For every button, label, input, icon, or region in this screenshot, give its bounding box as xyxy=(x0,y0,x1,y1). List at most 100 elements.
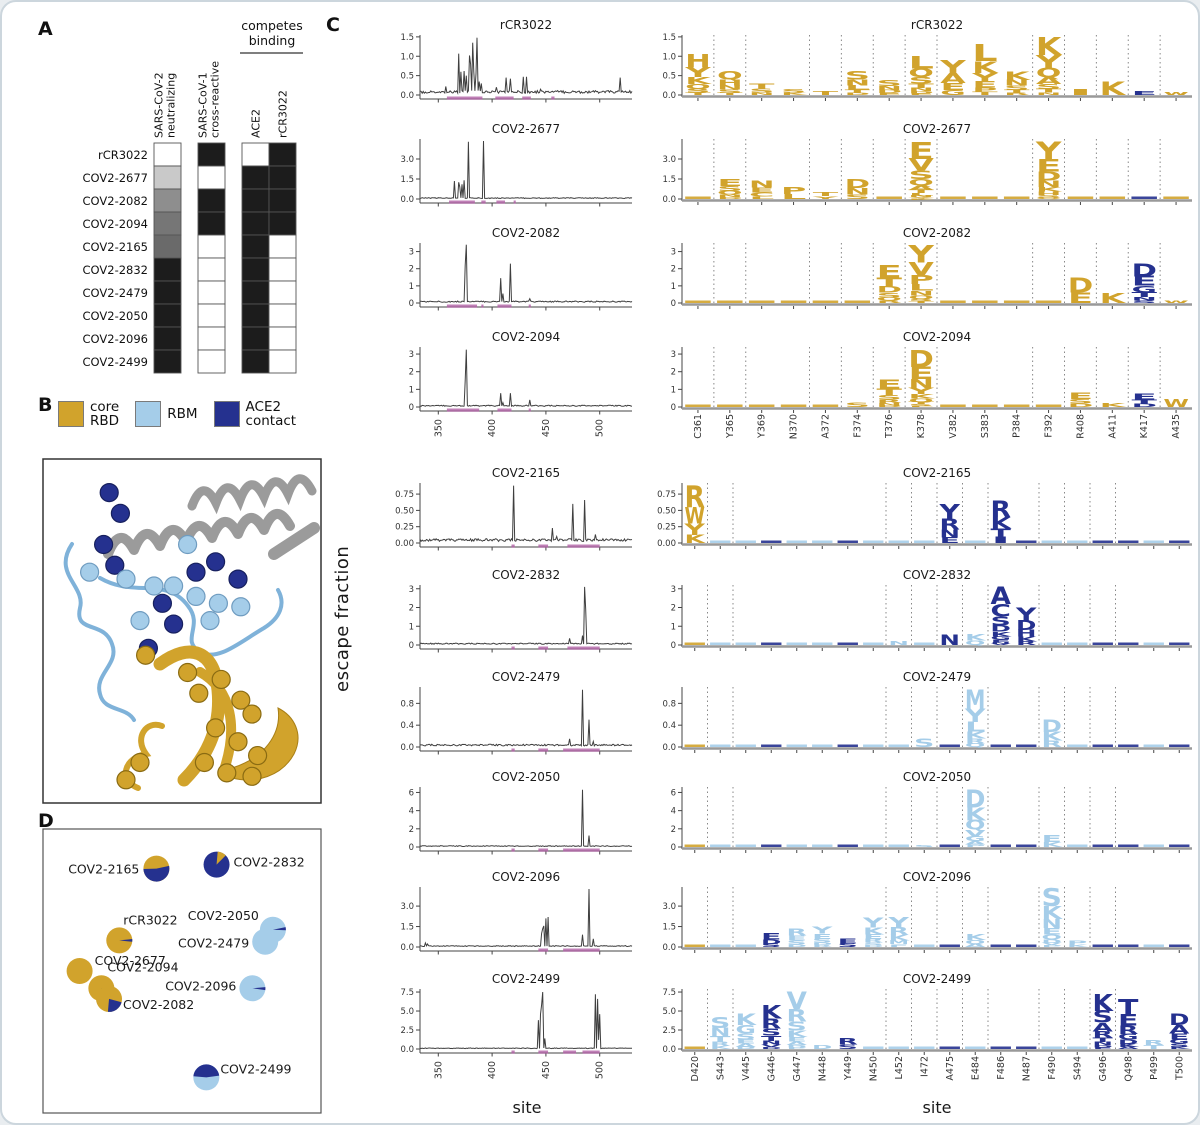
residue-sphere xyxy=(164,614,184,634)
logo-letter-F374-S: S xyxy=(845,402,871,409)
residue-sphere xyxy=(200,611,220,631)
legend-swatch-rbm xyxy=(135,401,162,428)
logo-plot-COV2-2499: 7.55.02.50.0D420SNTRKS443KGSEADV445KRSTN… xyxy=(662,987,1194,1082)
x-tick-label-group: 450 xyxy=(541,419,552,437)
x-tick-label-group: 500 xyxy=(595,1061,606,1079)
line-plot-COV2-2165: 0.75 0.50 0.25 0.00 xyxy=(395,483,633,551)
logo-letter-S383-P: P xyxy=(972,87,1000,94)
logo-letter-K378-T: T xyxy=(908,401,943,405)
logo-letter-K378-N: N xyxy=(908,377,934,391)
logo-flat-Y449 xyxy=(837,844,858,847)
logo-flat-Y449 xyxy=(837,642,858,645)
logo-flat-C361 xyxy=(685,404,711,407)
antibody-point-COV2-2050: COV2-2050 xyxy=(188,908,286,943)
logo-stack-Y449: ES xyxy=(838,936,860,949)
logo-flat-F486 xyxy=(990,944,1011,947)
logo-letter-T376-E: E xyxy=(876,263,902,283)
gray-helix xyxy=(103,509,295,559)
site-label-E484: E484 xyxy=(970,1056,981,1080)
logo-letter-E484-K: K xyxy=(965,633,988,643)
logo-flat-E484 xyxy=(965,540,986,543)
site-label-S443: S443 xyxy=(715,1056,726,1080)
logo-letter-N450-S: S xyxy=(863,942,887,946)
logo-letter-K378-L: L xyxy=(908,284,934,294)
logo-letter-K378-L: L xyxy=(908,192,934,196)
logo-flat-V445 xyxy=(735,844,756,847)
logo-letter-Y365-N: N xyxy=(717,85,743,92)
residue-sphere xyxy=(206,718,226,738)
pie-wedge-ace2 xyxy=(272,927,286,931)
site-label-group: Q498 xyxy=(1123,1056,1134,1082)
escape-site-rug xyxy=(511,646,515,650)
y-tick-label: 2 xyxy=(409,825,414,835)
logo-flat-G496 xyxy=(1092,642,1113,645)
logo-letter-K417-E: E xyxy=(1131,91,1159,97)
logo-letter-F486-D: D xyxy=(991,625,1011,635)
logo-stack-K417: E xyxy=(1131,91,1159,97)
logo-letter-N370-P: P xyxy=(781,186,807,197)
logo-letter-G496-N: N xyxy=(1093,1041,1115,1047)
site-label-K378: K378 xyxy=(916,414,927,438)
logo-letter-K417-E: E xyxy=(1131,392,1157,402)
logo-letter-F490-N: N xyxy=(1042,917,1062,932)
antibody-point-COV2-2165: COV2-2165 xyxy=(68,855,170,882)
antibody-row-label: COV2-2096 xyxy=(83,332,148,346)
site-label-F486: F486 xyxy=(996,1056,1007,1080)
line-plot-rCR3022: 1.5 1.0 0.5 0.0 xyxy=(400,33,633,103)
residue-sphere xyxy=(130,611,150,631)
site-label-G447: G447 xyxy=(792,1056,803,1082)
logo-flat-N487 xyxy=(1016,744,1037,747)
logo-letter-K417-G: G xyxy=(1131,284,1157,295)
escape-site-rug xyxy=(495,96,514,100)
escape-site-rug xyxy=(496,200,506,204)
logo-letter-K378-Q: Q xyxy=(908,66,934,80)
logo-letter-N448-D: D xyxy=(812,942,832,946)
logo-letter-V445-S: S xyxy=(736,1031,756,1041)
logo-letter-T376-S: S xyxy=(876,79,903,88)
escape-site-rug xyxy=(538,948,549,952)
pie-wedge-core xyxy=(216,851,226,865)
residue-sphere xyxy=(135,645,156,665)
logo-letter-T376-E: E xyxy=(876,378,902,392)
logo-letter-Y369-L: L xyxy=(749,196,781,200)
logo-letter-Y369-N: N xyxy=(749,179,775,190)
site-label-group: S383 xyxy=(980,414,991,438)
site-label-group: F486 xyxy=(996,1056,1007,1080)
pie-base-ace2 xyxy=(203,851,230,878)
logo-letter-Y369-E: E xyxy=(749,186,775,195)
logo-stack-A475: N xyxy=(940,633,960,649)
y-tick-label: 0.75 xyxy=(657,490,676,500)
logo-flat-D420 xyxy=(684,642,705,645)
logo-letter-F374-S: S xyxy=(845,68,871,82)
logo-letter-K378-A: A xyxy=(908,185,935,192)
plot-title-COV2-2499-line: COV2-2499 xyxy=(491,972,561,986)
escape-site-rug xyxy=(511,544,515,548)
legend-item-2: ACE2 contact xyxy=(213,400,296,428)
logo-letter-K378-T: T xyxy=(908,301,939,304)
column-header-text: rCR3022 xyxy=(277,90,290,138)
y-tick-label: 0.00 xyxy=(395,539,414,549)
logo-flat-T376 xyxy=(876,196,902,199)
logo-flat-Q498 xyxy=(1118,944,1139,947)
escape-fraction-trace xyxy=(419,888,633,948)
logo-letter-A372-T: T xyxy=(813,192,841,198)
logo-letter-T376-E: E xyxy=(876,92,902,96)
logo-flat-P499 xyxy=(1143,944,1164,947)
logo-letter-N448-R: R xyxy=(812,944,832,948)
logo-letter-T376-N: N xyxy=(876,402,904,406)
y-tick-label: 1 xyxy=(409,385,414,395)
y-tick-label: 2 xyxy=(671,368,676,378)
logo-flat-P499 xyxy=(1143,642,1164,645)
y-tick-label: 0.0 xyxy=(400,91,414,101)
logo-letter-F392-Q: Q xyxy=(1036,66,1062,81)
logo-letter-E484-L: L xyxy=(965,720,986,735)
logo-stack-Y369: TSN xyxy=(749,82,776,96)
logo-flat-P384 xyxy=(1003,196,1030,199)
legend-item-1: RBM xyxy=(135,401,198,428)
